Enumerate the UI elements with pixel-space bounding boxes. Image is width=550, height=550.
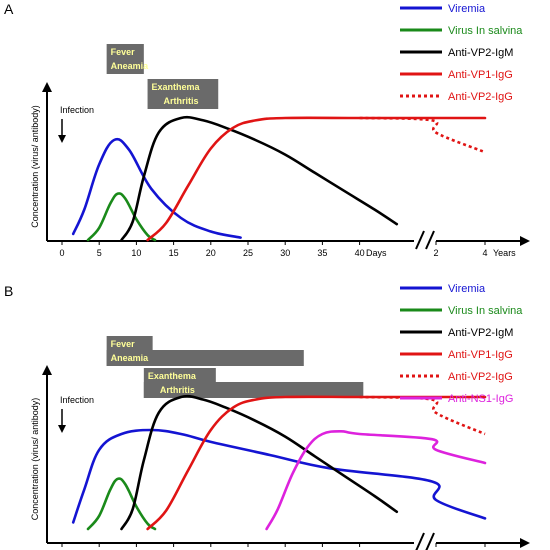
axis-break-mark xyxy=(415,230,425,250)
series-line-anti-vp2-igg xyxy=(359,395,486,436)
series-line-anti-vp1-igg xyxy=(146,116,487,242)
legend-label: Virus In salvina xyxy=(448,25,523,37)
series-line-virus-in-salvina xyxy=(86,477,157,531)
x-tick-label: 5 xyxy=(97,248,102,258)
legend-label: Anti-VP1-IgG xyxy=(448,69,513,81)
symptom-label: Arthritis xyxy=(164,96,199,106)
infection-arrowhead xyxy=(58,425,66,433)
x-tick-label: 20 xyxy=(206,248,216,258)
years-label: Years xyxy=(493,248,516,258)
panel-label: A xyxy=(4,1,14,17)
symptom-label: Arthritis xyxy=(160,385,195,395)
series-line-viremia xyxy=(71,428,487,524)
series-line-anti-vp2-igm xyxy=(120,394,399,531)
series-line-anti-ns1-igg xyxy=(265,429,487,531)
symptom-box xyxy=(147,79,219,109)
series-line-viremia xyxy=(71,137,242,239)
x-tick-label: 0 xyxy=(59,248,64,258)
y-axis-label: Concentration (virus/ antibody) xyxy=(30,398,40,521)
y-axis-arrow xyxy=(42,365,52,375)
symptom-label: Aneamia xyxy=(111,353,150,363)
symptom-label: Exanthema xyxy=(152,82,201,92)
x-tick-label: 40 xyxy=(355,248,365,258)
series-line-virus-in-salvina xyxy=(86,192,157,242)
series-line-anti-vp2-igg xyxy=(359,116,486,154)
panel-a: A Fever Aneamia Exanthema Arthritis 0 5 10 15 20 2… xyxy=(4,1,530,258)
x-tick-label: 4 xyxy=(482,248,487,258)
symptom-label: Fever xyxy=(111,47,136,57)
legend-label: Anti-VP2-IgM xyxy=(448,47,513,59)
x-tick-label: 30 xyxy=(280,248,290,258)
symptom-bar xyxy=(106,350,304,366)
axis-break-mark xyxy=(425,532,435,550)
panel-label: B xyxy=(4,283,13,299)
symptom-label: Fever xyxy=(111,339,136,349)
symptom-label: Aneamia xyxy=(111,61,150,71)
infection-arrowhead xyxy=(58,135,66,143)
series-line-anti-vp1-igg xyxy=(146,395,487,531)
x-tick-label: 15 xyxy=(169,248,179,258)
legend-label: Anti-NS1-IgG xyxy=(448,393,513,405)
symptom-bar xyxy=(143,382,364,398)
legend-label: Anti-VP1-IgG xyxy=(448,349,513,361)
legend-label: Viremia xyxy=(448,283,486,295)
infection-label: Infection xyxy=(60,395,94,405)
legend-label: Anti-VP2-IgG xyxy=(448,91,513,103)
days-label: Days xyxy=(366,248,387,258)
symptom-box xyxy=(106,44,144,74)
x-axis-arrow xyxy=(520,538,530,548)
x-tick-label: 35 xyxy=(317,248,327,258)
y-axis-arrow xyxy=(42,82,52,92)
infection-label: Infection xyxy=(60,105,94,115)
legend-label: Anti-VP2-IgM xyxy=(448,327,513,339)
symptom-label: Exanthema xyxy=(148,371,197,381)
x-tick-label: 25 xyxy=(243,248,253,258)
x-tick-label: 10 xyxy=(131,248,141,258)
axis-break-mark xyxy=(425,230,435,250)
legend-label: Virus In salvina xyxy=(448,305,523,317)
y-axis-label: Concentration (virus/ antibody) xyxy=(30,105,40,228)
panel-b: BFeverAneamiaExanthemaArthritis051015202… xyxy=(4,283,530,550)
series-line-anti-vp2-igm xyxy=(120,115,399,242)
x-axis-arrow xyxy=(520,236,530,246)
x-tick-label: 2 xyxy=(433,248,438,258)
legend-label: Anti-VP2-IgG xyxy=(448,371,513,383)
axis-break-mark xyxy=(415,532,425,550)
legend-label: Viremia xyxy=(448,3,486,15)
